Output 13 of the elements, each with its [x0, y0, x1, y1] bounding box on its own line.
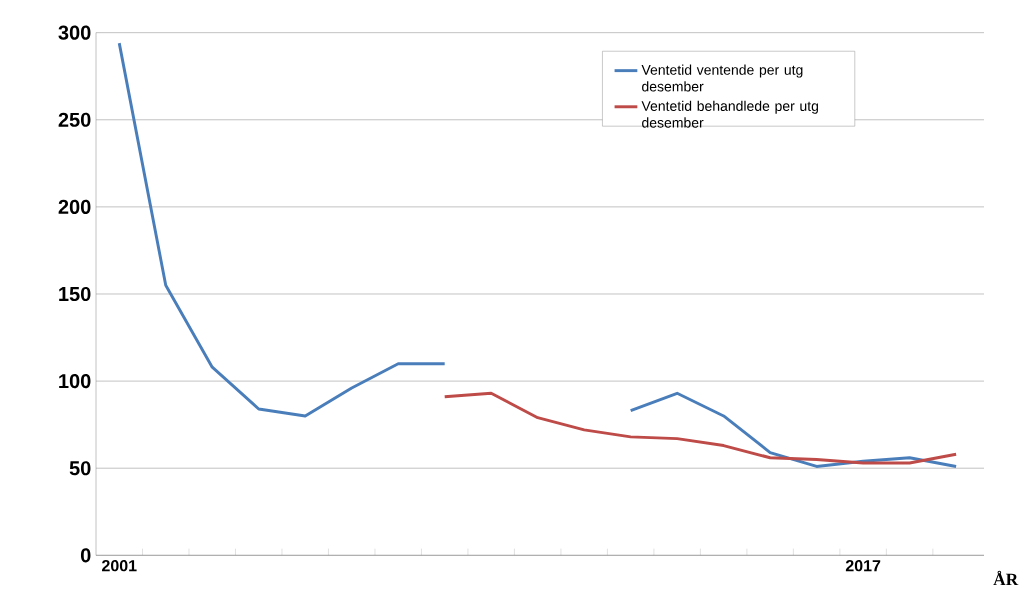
- y-tick-label: 0: [80, 548, 91, 563]
- y-tick-label: 100: [59, 374, 91, 389]
- x-tick-label: 2001: [102, 560, 137, 572]
- x-tick-label: 2017: [845, 560, 881, 572]
- y-tick-label: 150: [59, 287, 91, 302]
- legend-label: Ventetid ventende per utg desember: [641, 64, 803, 92]
- legend-label: Ventetid behandlede per utg desember: [641, 100, 818, 128]
- y-tick-label: 250: [58, 112, 91, 128]
- y-tick-label: 50: [69, 461, 91, 476]
- x-axis-title: ÅR: [993, 570, 1019, 586]
- line-series: [443, 392, 958, 465]
- y-tick-label: 300: [58, 25, 91, 41]
- y-tick-label: 200: [58, 200, 91, 215]
